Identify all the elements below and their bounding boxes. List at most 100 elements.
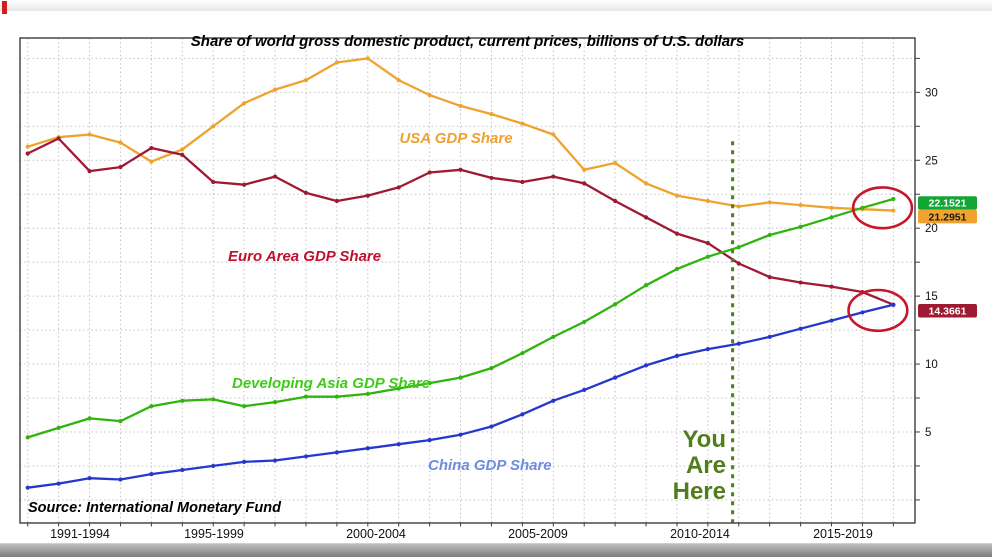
euro-area-gdp-share-marker bbox=[643, 215, 649, 220]
developing-asia-gdp-share-marker bbox=[180, 398, 185, 403]
china-gdp-share-marker bbox=[489, 424, 494, 429]
china-gdp-share-marker bbox=[674, 353, 680, 358]
china-gdp-share-marker bbox=[87, 476, 92, 481]
euro-area-gdp-share-marker bbox=[365, 193, 370, 198]
developing-asia-gdp-share-marker bbox=[767, 232, 772, 238]
usa-gdp-share-marker bbox=[520, 121, 525, 126]
china-gdp-share-marker bbox=[149, 471, 154, 477]
euro-area-gdp-share-marker bbox=[25, 151, 30, 156]
developing-asia-gdp-share-marker bbox=[272, 399, 278, 405]
end-value-tag: 14.3661 bbox=[918, 303, 977, 318]
developing-asia-gdp-share-marker bbox=[427, 380, 432, 386]
euro-area-gdp-share-marker bbox=[705, 241, 710, 246]
euro-area-gdp-share-marker bbox=[427, 170, 432, 175]
developing-asia-gdp-share-marker bbox=[520, 351, 525, 356]
y-axis-tick-label: 30 bbox=[925, 87, 938, 99]
china-gdp-share-marker bbox=[829, 318, 834, 323]
grid bbox=[20, 38, 915, 523]
china-gdp-share-marker bbox=[365, 446, 370, 451]
end-value-text: 14.3661 bbox=[929, 305, 967, 317]
x-axis-label-2015-2019: 2015-2019 bbox=[813, 527, 873, 541]
china-gdp-share-marker bbox=[242, 459, 247, 464]
china-gdp-share-marker bbox=[860, 310, 865, 315]
euro-area-gdp-share-marker bbox=[829, 284, 834, 289]
euro-area-gdp-share-marker bbox=[551, 174, 556, 179]
usa-gdp-share-marker bbox=[705, 198, 710, 204]
x-axis-label-2010-2014: 2010-2014 bbox=[670, 527, 730, 541]
developing-asia-gdp-share-marker bbox=[613, 302, 618, 307]
you-are-here-line-3: Here bbox=[672, 478, 726, 505]
developing-asia-gdp-share-series bbox=[25, 196, 896, 440]
china-gdp-share-marker bbox=[303, 454, 309, 459]
euro-area-series-label: Euro Area GDP Share bbox=[228, 248, 382, 265]
developing-asia-gdp-share-marker bbox=[25, 435, 30, 440]
you-are-here-line-2: Are bbox=[685, 452, 726, 479]
euro-area-gdp-share-marker bbox=[149, 145, 154, 151]
euro-area-gdp-share-marker bbox=[87, 169, 92, 174]
developing-asia-gdp-share-marker bbox=[643, 283, 649, 288]
y-axis-tick-label: 5 bbox=[925, 427, 931, 439]
usa-gdp-share-marker bbox=[829, 205, 834, 210]
developing-asia-gdp-share-marker bbox=[458, 375, 463, 380]
euro-area-gdp-share-marker bbox=[613, 198, 618, 204]
china-gdp-share-marker bbox=[582, 387, 587, 392]
highlight-ellipse bbox=[851, 186, 914, 230]
china-gdp-share-marker bbox=[643, 363, 649, 368]
usa-gdp-share-marker bbox=[149, 159, 154, 164]
china-gdp-share-marker bbox=[736, 341, 741, 346]
developing-asia-gdp-share-marker bbox=[118, 419, 123, 424]
china-series-label: China GDP Share bbox=[428, 457, 552, 474]
x-axis-label-2000-2004: 2000-2004 bbox=[346, 527, 406, 541]
euro-area-gdp-share-marker bbox=[798, 280, 803, 285]
usa-gdp-share-marker bbox=[242, 101, 247, 106]
end-value-tag: 22.1521 bbox=[918, 196, 977, 210]
usa-gdp-share-marker bbox=[25, 144, 30, 149]
china-gdp-share-marker bbox=[25, 485, 30, 490]
usa-gdp-share-marker bbox=[272, 87, 278, 92]
you-are-here-label: You Are Here bbox=[586, 427, 726, 505]
usa-gdp-share-marker bbox=[396, 78, 401, 83]
developing-asia-gdp-share-marker bbox=[551, 334, 556, 339]
euro-area-gdp-share-marker bbox=[242, 182, 247, 187]
usa-gdp-share-marker bbox=[613, 160, 618, 166]
x-axis-label-2005-2009: 2005-2009 bbox=[508, 527, 568, 541]
developing-asia-gdp-share-line bbox=[27, 197, 894, 439]
developing-asia-gdp-share-marker bbox=[211, 397, 216, 402]
x-axis-label-1991-1994: 1991-1994 bbox=[50, 527, 110, 541]
china-gdp-share-marker bbox=[118, 477, 123, 482]
usa-gdp-share-marker bbox=[767, 200, 772, 205]
developing-asia-gdp-share-marker bbox=[829, 215, 834, 220]
usa-gdp-share-marker bbox=[643, 181, 649, 186]
usa-gdp-share-marker bbox=[118, 140, 123, 145]
euro-area-gdp-share-line bbox=[27, 137, 894, 306]
china-gdp-share-marker bbox=[767, 334, 772, 339]
plot-frame bbox=[19, 37, 916, 524]
chart-title: Share of world gross domestic product, c… bbox=[190, 33, 745, 50]
usa-gdp-share-marker bbox=[458, 103, 463, 109]
china-gdp-share-marker bbox=[334, 450, 339, 455]
china-gdp-share-marker bbox=[891, 302, 896, 307]
usa-gdp-share-marker bbox=[582, 167, 587, 172]
euro-area-gdp-share-marker bbox=[211, 179, 216, 185]
developing-asia-gdp-share-marker bbox=[860, 205, 865, 210]
usa-gdp-share-marker bbox=[365, 56, 370, 61]
video-bottom-bar bbox=[0, 543, 992, 557]
developing-asia-gdp-share-marker bbox=[396, 386, 401, 391]
developing-asia-gdp-share-marker bbox=[489, 366, 494, 371]
developing-asia-gdp-share-marker bbox=[736, 245, 741, 250]
developing-asia-series-label: Developing Asia GDP Share bbox=[232, 375, 431, 392]
china-gdp-share-marker bbox=[56, 481, 61, 486]
usa-gdp-share-marker bbox=[891, 208, 896, 213]
euro-area-gdp-share-marker bbox=[767, 275, 772, 280]
usa-gdp-share-marker bbox=[427, 92, 432, 98]
developing-asia-gdp-share-marker bbox=[365, 391, 370, 397]
highlight-ellipse bbox=[847, 288, 909, 333]
euro-area-gdp-share-marker bbox=[520, 179, 525, 185]
euro-area-gdp-share-marker bbox=[396, 185, 401, 190]
euro-area-gdp-share-marker bbox=[56, 136, 61, 141]
developing-asia-gdp-share-marker bbox=[705, 254, 710, 259]
euro-area-gdp-share-marker bbox=[272, 174, 278, 179]
euro-area-gdp-share-series bbox=[25, 136, 896, 307]
